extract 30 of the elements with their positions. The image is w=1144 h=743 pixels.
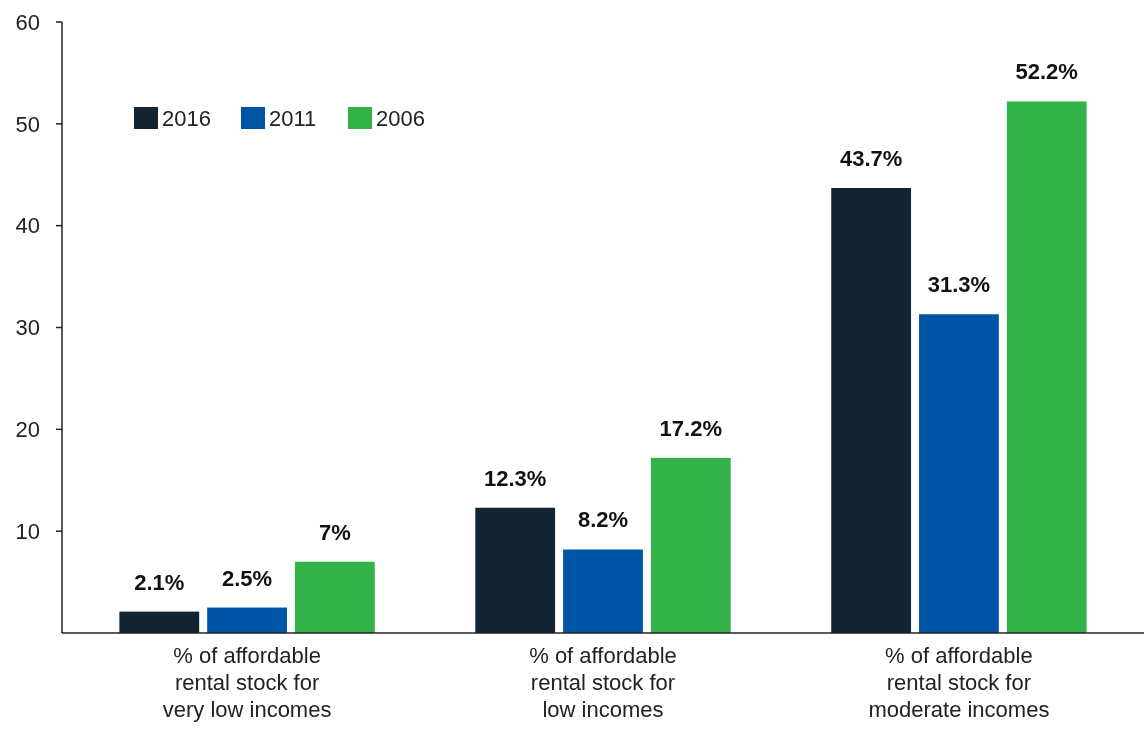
bar — [119, 611, 200, 633]
x-tick-label: % of affordable rental stock for moderate incomes — [868, 643, 1050, 722]
legend-label: 2016 — [162, 105, 211, 131]
bar — [831, 187, 912, 633]
data-label: 52.2% — [1015, 59, 1078, 85]
data-label: 8.2% — [577, 507, 629, 533]
data-label: 12.3% — [484, 465, 547, 491]
bar — [650, 457, 731, 633]
y-tick-label: 60 — [15, 9, 40, 35]
data-label: 43.7% — [839, 145, 903, 171]
legend-label: 2006 — [376, 105, 425, 131]
x-tick-label: % of affordable rental stock for low incomes — [529, 643, 677, 722]
bar — [475, 507, 556, 633]
y-tick-label: 10 — [15, 518, 40, 544]
data-label: 2.5% — [222, 565, 273, 591]
bar — [294, 561, 375, 633]
legend-label: 2011 — [269, 105, 317, 131]
data-label: 31.3% — [927, 272, 991, 298]
x-tick-label: % of affordable rental stock for very low incomes — [162, 643, 332, 722]
bar — [1006, 101, 1087, 633]
bar — [919, 314, 999, 633]
data-label: 17.2% — [659, 415, 722, 441]
y-tick-label: 20 — [15, 417, 40, 443]
y-tick-label: 50 — [15, 111, 40, 137]
y-tick-label: 40 — [15, 213, 40, 239]
data-label: 7% — [318, 519, 351, 545]
y-tick-label: 30 — [15, 315, 40, 341]
bar — [563, 549, 643, 633]
bar — [207, 607, 287, 633]
data-label: 2.1% — [134, 569, 185, 595]
